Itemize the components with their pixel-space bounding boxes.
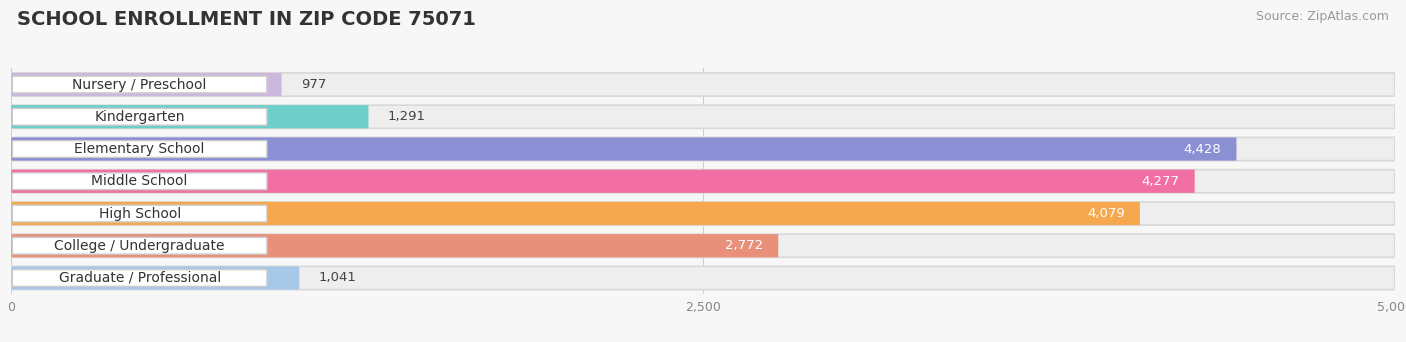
FancyBboxPatch shape — [11, 266, 299, 290]
FancyBboxPatch shape — [11, 202, 1395, 225]
FancyBboxPatch shape — [13, 141, 267, 157]
Text: Kindergarten: Kindergarten — [94, 110, 184, 124]
Text: Middle School: Middle School — [91, 174, 188, 188]
Text: College / Undergraduate: College / Undergraduate — [55, 239, 225, 253]
FancyBboxPatch shape — [11, 73, 281, 96]
FancyBboxPatch shape — [11, 105, 368, 128]
Text: 1,041: 1,041 — [319, 272, 357, 285]
Text: High School: High School — [98, 207, 181, 221]
FancyBboxPatch shape — [11, 234, 1395, 258]
FancyBboxPatch shape — [13, 237, 267, 254]
Text: 4,079: 4,079 — [1087, 207, 1125, 220]
FancyBboxPatch shape — [11, 73, 1395, 96]
FancyBboxPatch shape — [13, 108, 267, 125]
Text: 2,772: 2,772 — [725, 239, 763, 252]
Text: 1,291: 1,291 — [388, 110, 426, 123]
FancyBboxPatch shape — [11, 170, 1195, 193]
Text: 4,428: 4,428 — [1184, 143, 1222, 156]
Text: Source: ZipAtlas.com: Source: ZipAtlas.com — [1256, 10, 1389, 23]
FancyBboxPatch shape — [11, 234, 779, 258]
FancyBboxPatch shape — [11, 105, 1395, 128]
FancyBboxPatch shape — [11, 137, 1395, 161]
Text: Nursery / Preschool: Nursery / Preschool — [73, 78, 207, 92]
Text: 4,277: 4,277 — [1142, 175, 1180, 188]
Text: SCHOOL ENROLLMENT IN ZIP CODE 75071: SCHOOL ENROLLMENT IN ZIP CODE 75071 — [17, 10, 475, 29]
FancyBboxPatch shape — [13, 205, 267, 222]
Text: Elementary School: Elementary School — [75, 142, 205, 156]
FancyBboxPatch shape — [11, 170, 1395, 193]
FancyBboxPatch shape — [11, 266, 1395, 290]
Text: 977: 977 — [301, 78, 326, 91]
Text: Graduate / Professional: Graduate / Professional — [59, 271, 221, 285]
FancyBboxPatch shape — [13, 76, 267, 93]
FancyBboxPatch shape — [11, 202, 1140, 225]
FancyBboxPatch shape — [11, 137, 1236, 161]
FancyBboxPatch shape — [13, 173, 267, 189]
FancyBboxPatch shape — [13, 269, 267, 286]
